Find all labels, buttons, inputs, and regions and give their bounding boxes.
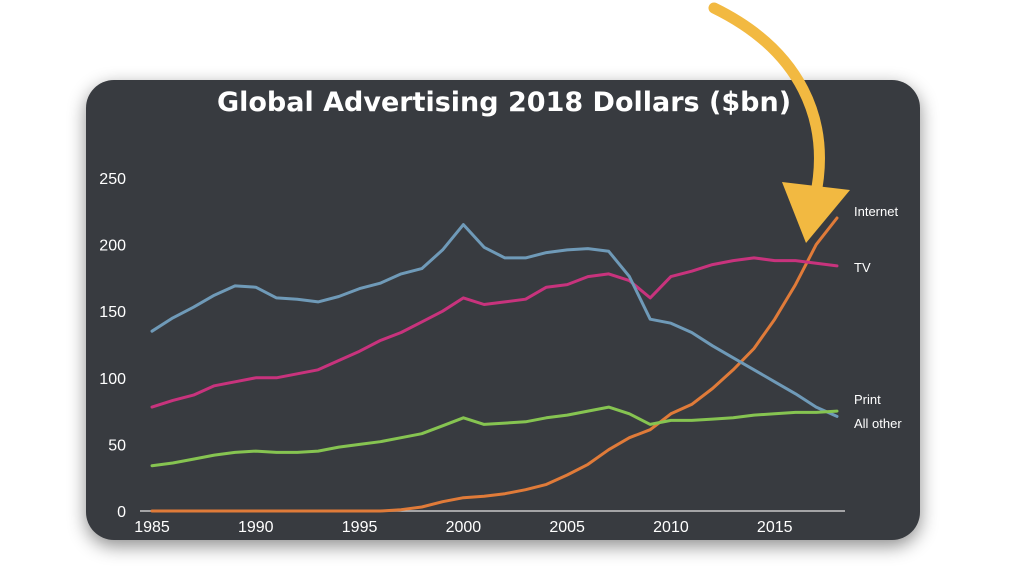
arrow-shaft <box>708 2 825 204</box>
y-tick-label: 250 <box>99 171 126 188</box>
series-line-internet <box>150 216 839 513</box>
x-tick-label: 1990 <box>238 519 274 536</box>
y-tick-label: 50 <box>108 437 126 454</box>
x-tick-label: 2005 <box>549 519 585 536</box>
x-tick-label: 1995 <box>342 519 378 536</box>
y-axis: 0 50 100 150 200 250 <box>99 171 126 521</box>
arrow-head <box>782 182 850 243</box>
series-line-all-other <box>150 405 839 468</box>
y-tick-label: 100 <box>99 371 126 388</box>
y-tick-label: 150 <box>99 304 126 321</box>
x-tick-label: 2000 <box>446 519 482 536</box>
chart-title: Global Advertising 2018 Dollars ($bn) <box>217 87 791 118</box>
x-axis: 1985 1990 1995 2000 2005 2010 2015 <box>134 519 792 536</box>
annotation-arrow <box>708 2 850 243</box>
series-line-print <box>150 223 839 418</box>
x-tick-label: 1985 <box>134 519 170 536</box>
series-label-print: Print <box>854 392 881 407</box>
series-label-tv: TV <box>854 260 871 275</box>
y-tick-label: 200 <box>99 238 126 255</box>
series-labels: Internet TV Print All other <box>854 204 902 431</box>
y-tick-label: 0 <box>117 504 126 521</box>
x-tick-label: 2010 <box>653 519 689 536</box>
series-lines <box>150 216 839 513</box>
series-line-tv <box>150 256 839 409</box>
series-label-internet: Internet <box>854 204 898 219</box>
x-tick-label: 2015 <box>757 519 793 536</box>
series-label-all-other: All other <box>854 416 902 431</box>
